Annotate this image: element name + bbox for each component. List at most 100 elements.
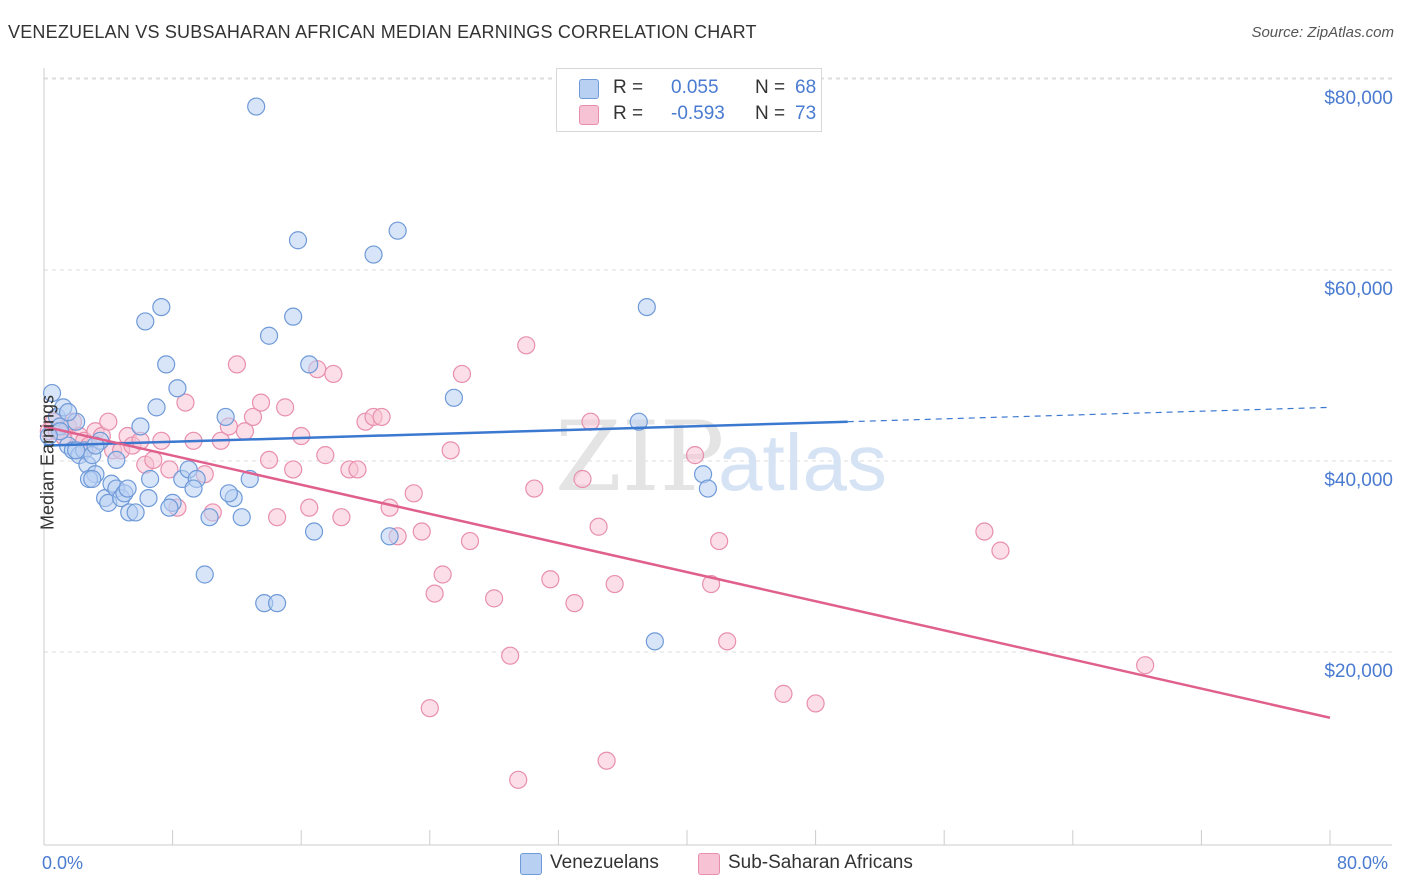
- subsaharan-point: [372, 407, 391, 427]
- legend-swatch-blue: [520, 853, 542, 875]
- subsaharan-point: [573, 469, 592, 489]
- subsaharan-trend-line: [43, 425, 1331, 719]
- axes: [43, 68, 1392, 846]
- venezuelan-point: [388, 221, 407, 240]
- subsaharan-point: [685, 446, 705, 465]
- subsaharan-point: [324, 364, 343, 384]
- subsaharan-point: [710, 531, 729, 551]
- subsaharan-point: [251, 393, 271, 412]
- venezuelan-point: [629, 412, 648, 431]
- venezuelan-point: [157, 355, 176, 374]
- legend-n-value: 68: [795, 77, 817, 98]
- subsaharan-point: [975, 522, 994, 541]
- venezuelan-point: [364, 245, 383, 264]
- subsaharan-point: [433, 565, 452, 584]
- venezuelan-point: [444, 388, 464, 407]
- watermark-atlas: atlas: [718, 418, 887, 507]
- subsaharan-point: [441, 441, 460, 460]
- venezuelan-point: [139, 489, 158, 508]
- venezuelan-point: [140, 469, 160, 489]
- venezuelan-point: [259, 326, 279, 345]
- legend-n-label: N =: [755, 77, 786, 98]
- venezuelan-point: [184, 479, 203, 498]
- legend-label-venezuelans: Venezuelans: [550, 852, 659, 873]
- venezuelan-point: [118, 479, 137, 498]
- venezuelan-trend-extension: [847, 406, 1331, 423]
- subsaharan-point: [517, 336, 536, 355]
- subsaharan-point: [774, 684, 793, 703]
- venezuelan-point: [42, 383, 62, 403]
- subsaharan-point: [243, 407, 263, 427]
- subsaharan-point: [259, 450, 279, 469]
- legend-r-label: R =: [613, 103, 644, 124]
- venezuelan-point: [304, 522, 324, 541]
- subsaharan-point: [425, 584, 444, 603]
- y-axis-label: Median Earnings: [37, 394, 58, 531]
- legend-n-label: N =: [755, 103, 786, 124]
- venezuelan-point: [380, 527, 399, 546]
- subsaharan-point: [420, 699, 439, 718]
- subsaharan-point: [565, 594, 584, 613]
- subsaharan-point: [1136, 656, 1155, 675]
- venezuelan-point: [67, 441, 86, 460]
- legend-swatch-pink: [579, 105, 599, 125]
- venezuelan-points: [39, 97, 717, 651]
- y-tick-label: $40,000: [1324, 470, 1393, 491]
- subsaharan-point: [525, 479, 544, 498]
- venezuelan-point: [219, 484, 238, 503]
- venezuelan-point: [645, 632, 664, 651]
- subsaharan-point: [380, 498, 399, 517]
- legend-r-label: R =: [613, 77, 644, 98]
- subsaharan-point: [332, 508, 351, 527]
- subsaharan-point: [316, 446, 335, 465]
- venezuelan-point: [59, 403, 78, 422]
- venezuelan-point: [232, 508, 251, 527]
- legend-n-value: 73: [795, 103, 817, 124]
- chart-title: VENEZUELAN VS SUBSAHARAN AFRICAN MEDIAN …: [8, 22, 757, 42]
- subsaharan-point: [99, 412, 118, 431]
- venezuelan-point: [147, 398, 166, 417]
- venezuelan-point: [160, 498, 179, 517]
- source-label: Source: ZipAtlas.com: [1251, 24, 1394, 41]
- legend-label-subsaharan: Sub-Saharan Africans: [728, 852, 913, 873]
- venezuelan-point: [284, 307, 303, 326]
- subsaharan-point: [412, 522, 431, 541]
- subsaharan-point: [460, 531, 480, 551]
- venezuelan-point: [247, 97, 266, 116]
- subsaharan-point: [160, 460, 179, 479]
- subsaharan-points: [39, 336, 1155, 789]
- venezuelan-point: [195, 565, 214, 584]
- y-tick-label: $60,000: [1324, 279, 1393, 300]
- subsaharan-point: [718, 632, 737, 651]
- subsaharan-point: [485, 589, 504, 608]
- y-tick-label: $20,000: [1324, 661, 1393, 682]
- subsaharan-point: [581, 412, 600, 431]
- venezuelan-point: [637, 298, 656, 317]
- venezuelan-point: [152, 298, 171, 317]
- subsaharan-point: [227, 355, 246, 374]
- x-min-label: 0.0%: [42, 853, 84, 873]
- subsaharan-point: [348, 460, 367, 479]
- subsaharan-point: [806, 694, 825, 713]
- subsaharan-point: [541, 570, 560, 589]
- subsaharan-point: [176, 393, 195, 412]
- subsaharan-point: [991, 541, 1010, 560]
- venezuelan-point: [267, 594, 287, 613]
- subsaharan-point: [276, 398, 295, 417]
- subsaharan-point: [284, 460, 303, 479]
- stats-legend: R = 0.055 N = 68 R = -0.593 N = 73: [556, 68, 822, 132]
- x-max-label: 80.0%: [1337, 853, 1389, 873]
- subsaharan-point: [597, 751, 616, 770]
- legend-r-value: -0.593: [671, 103, 725, 124]
- venezuelan-point: [168, 379, 187, 398]
- venezuelan-point: [216, 407, 235, 427]
- subsaharan-point: [292, 426, 311, 446]
- venezuelan-point: [136, 312, 155, 331]
- subsaharan-point: [509, 770, 528, 789]
- subsaharan-point: [144, 450, 163, 469]
- subsaharan-point: [452, 364, 472, 384]
- venezuelan-point: [107, 450, 126, 469]
- venezuelan-trend-line: [43, 420, 848, 447]
- legend-swatch-pink: [698, 853, 720, 875]
- venezuelan-point: [83, 469, 102, 489]
